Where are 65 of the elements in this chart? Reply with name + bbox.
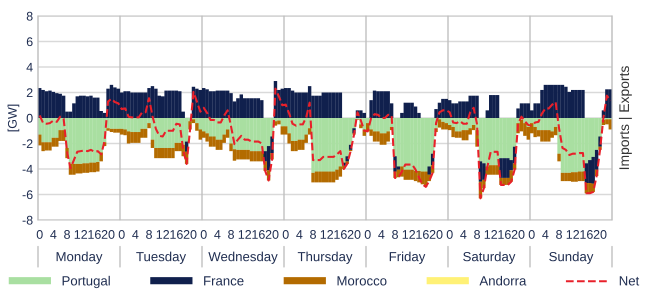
y2-axis-title: Imports | Exports	[618, 66, 632, 170]
x-tick-label: 4	[460, 230, 466, 239]
x-tick-label: 0	[200, 230, 207, 239]
x-tick-label: 4	[542, 230, 548, 239]
x-tick-label: 8	[228, 230, 234, 239]
x-tick-label: 12	[320, 230, 334, 239]
x-tick-label: 12	[402, 230, 416, 239]
x-tick-label: 0	[446, 230, 453, 239]
x-tick-label: 20	[430, 230, 443, 239]
x-tick-label: 12	[566, 230, 580, 239]
x-tick-label: 20	[594, 230, 607, 239]
x-tick-label: 0	[118, 230, 125, 239]
x-tick-label: 12	[238, 230, 252, 239]
x-tick-label: 0	[528, 230, 535, 239]
y-axis-title: [GW]	[8, 104, 20, 132]
y-tick-label: 8	[26, 12, 33, 21]
x-tick-label: 4	[296, 230, 302, 239]
legend-label: Morocco	[338, 276, 386, 286]
y-tick-label: -4	[22, 164, 33, 174]
legend-label: Andorra	[479, 276, 526, 286]
x-tick-label: 4	[214, 230, 220, 239]
x-tick-label: 16	[416, 230, 429, 239]
y-tick-label: 2	[26, 88, 33, 98]
text: Tuesday	[136, 252, 186, 264]
text: Friday	[390, 252, 426, 264]
x-tick-label: 12	[156, 230, 170, 239]
y-tick-label: 4	[26, 62, 33, 72]
x-tick-label: 8	[64, 230, 70, 239]
x-tick-label: 0	[364, 230, 371, 239]
x-tick-label: 8	[310, 230, 316, 239]
y-tick-label: 0	[26, 114, 33, 123]
legend-label: France	[204, 276, 244, 286]
y-tick-label: 6	[26, 37, 33, 46]
text: Thursday	[298, 252, 352, 264]
x-tick-label: 12	[74, 230, 88, 239]
y-tick-label: -6	[22, 190, 33, 200]
x-tick-label: 8	[474, 230, 480, 239]
x-tick-label: 16	[580, 230, 593, 239]
text: Monday	[56, 252, 102, 264]
x-tick-label: 4	[50, 230, 56, 239]
x-tick-label: 16	[88, 230, 101, 239]
legend-label: Net	[620, 276, 640, 286]
x-tick-label: 20	[184, 230, 197, 239]
x-tick-label: 16	[498, 230, 511, 239]
x-tick-label: 8	[556, 230, 562, 239]
x-tick-label: 16	[252, 230, 265, 239]
text: Saturday	[463, 252, 516, 264]
x-tick-label: 12	[484, 230, 498, 239]
legend-label: Portugal	[62, 276, 110, 288]
x-tick-label: 20	[266, 230, 279, 239]
x-tick-label: 20	[102, 230, 115, 239]
x-tick-label: 16	[170, 230, 183, 239]
x-tick-label: 0	[36, 230, 43, 239]
y-tick-label: -8	[22, 216, 33, 225]
x-tick-label: 4	[132, 230, 138, 239]
x-tick-label: 20	[348, 230, 361, 239]
x-tick-label: 8	[146, 230, 152, 239]
x-tick-label: 4	[378, 230, 384, 239]
text: Sunday	[549, 252, 594, 264]
x-tick-label: 20	[512, 230, 525, 239]
y-tick-label: -2	[22, 139, 33, 148]
x-tick-label: 8	[392, 230, 398, 239]
text: Wednesday	[208, 252, 278, 264]
x-tick-label: 16	[334, 230, 347, 239]
x-tick-label: 0	[282, 230, 289, 239]
